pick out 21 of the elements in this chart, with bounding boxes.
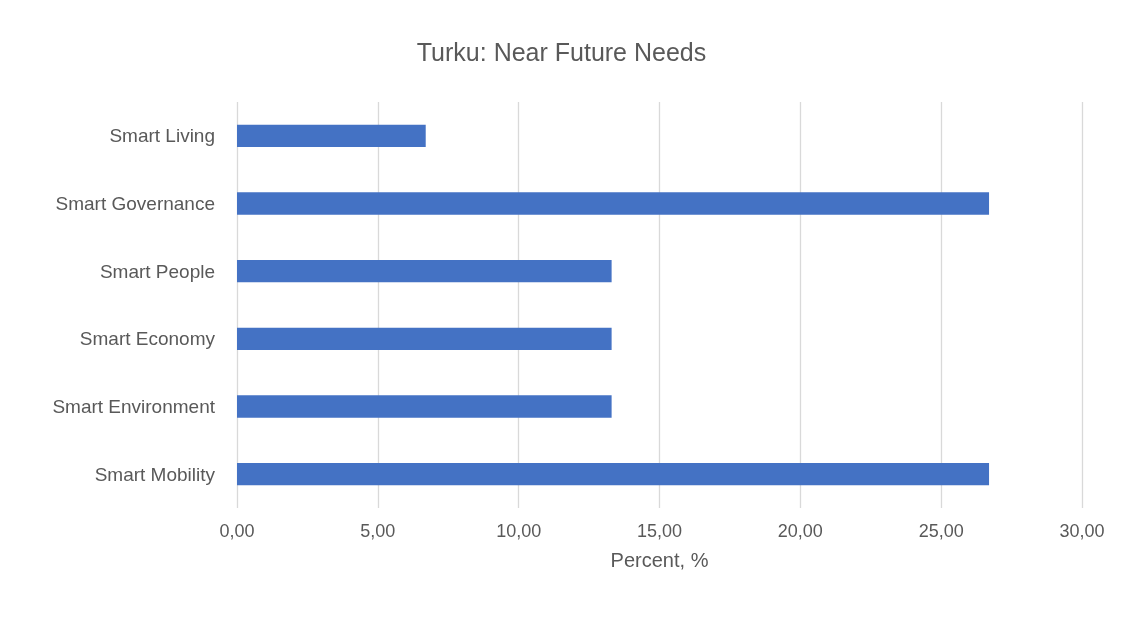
y-tick-label: Smart Mobility xyxy=(94,463,216,485)
chart-title: Turku: Near Future Needs xyxy=(416,37,707,66)
bar xyxy=(237,124,426,147)
x-tick-label: 25,00 xyxy=(918,521,964,541)
x-tick-label: 20,00 xyxy=(777,521,823,541)
bar xyxy=(237,260,612,283)
y-tick-label: Smart Economy xyxy=(79,328,216,350)
bar xyxy=(237,463,990,486)
x-tick-label: 10,00 xyxy=(496,521,542,541)
x-tick-label: 5,00 xyxy=(360,521,396,541)
x-axis-title: Percent, % xyxy=(610,549,709,571)
x-tick-label: 0,00 xyxy=(219,521,255,541)
x-tick-label: 15,00 xyxy=(636,521,683,541)
bar xyxy=(237,327,612,350)
y-tick-label: Smart Governance xyxy=(55,193,215,214)
bar xyxy=(237,192,990,215)
y-tick-label: Smart Environment xyxy=(52,396,216,417)
bar xyxy=(237,395,612,418)
x-tick-label: 30,00 xyxy=(1059,521,1105,541)
y-tick-label: Smart People xyxy=(99,260,215,282)
y-tick-label: Smart Living xyxy=(109,125,215,147)
